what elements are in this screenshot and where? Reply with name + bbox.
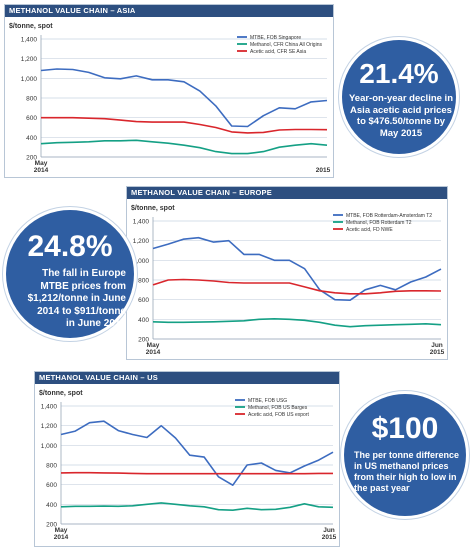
- legend-label: MTBE, FOB Rotterdam-Amsterdam T2: [346, 213, 432, 219]
- legend-label: Acetic acid, FD NWE: [346, 227, 393, 233]
- y-tick-label: 1,000: [133, 258, 150, 265]
- callout-text: The fall in Europe MTBE prices from $1,2…: [22, 268, 126, 331]
- callout-text-line: Year-on-year decline in: [348, 93, 453, 104]
- series-line: [41, 116, 328, 134]
- callout-text: Year-on-year decline in Asia acetic acid…: [348, 93, 454, 139]
- series-line: [152, 278, 442, 295]
- panel-title: METHANOL VALUE CHAIN – EUROPE: [127, 187, 447, 199]
- x-tick-label: Jun: [323, 527, 335, 534]
- legend-label: Methanol, FOB Rotterdam T2: [346, 220, 412, 226]
- x-tick-label: May: [147, 342, 160, 349]
- x-tick-label: 2014: [54, 534, 69, 541]
- callout-bubble-asia: 21.4% Year-on-year decline in Asia aceti…: [342, 40, 456, 154]
- legend-label: Methanol, FOB US Barges: [248, 405, 308, 411]
- y-tick-label: 1,000: [41, 443, 58, 450]
- unit-label: $/tonne, spot: [9, 23, 53, 30]
- y-tick-label: 1,200: [133, 238, 150, 245]
- x-tick-label: Jun: [431, 342, 443, 349]
- series-line: [60, 471, 333, 475]
- y-tick-label: 600: [26, 115, 37, 122]
- unit-label: $/tonne, spot: [39, 390, 83, 397]
- y-tick-label: 1,400: [133, 219, 150, 226]
- panel-title: METHANOL VALUE CHAIN – US: [35, 372, 339, 384]
- callout-bubble-europe: 24.8% The fall in Europe MTBE prices fro…: [6, 210, 134, 338]
- callout-text-line: in June 2015: [65, 318, 126, 329]
- x-tick-label: 2015: [316, 167, 331, 174]
- chart-panel-asia: METHANOL VALUE CHAIN – ASIA $/tonne, spo…: [4, 4, 334, 178]
- y-tick-label: 800: [46, 463, 57, 470]
- series-line: [152, 236, 442, 301]
- callout-text-line: MTBE prices from: [40, 280, 126, 292]
- series-line: [40, 68, 328, 128]
- callout-text-line: The fall in Europe: [42, 268, 126, 279]
- x-tick-label: 2015: [430, 349, 445, 356]
- callout-text: The per tonne difference in US methanol …: [354, 450, 462, 494]
- x-tick-label: May: [55, 527, 68, 534]
- x-tick-label: May: [35, 160, 48, 167]
- y-tick-label: 200: [46, 522, 57, 529]
- unit-label: $/tonne, spot: [131, 205, 175, 212]
- y-tick-label: 400: [26, 135, 37, 142]
- series-line: [60, 420, 334, 486]
- legend-label: Acetic acid, CFR SE Asia: [250, 49, 306, 55]
- callout-text-line: from their high to low in: [354, 472, 457, 482]
- line-chart-asia: $/tonne, spot 200 400 600 800 1,000 1,200 1,400…: [9, 23, 331, 174]
- y-tick-label: 1,400: [21, 37, 38, 44]
- y-tick-label: 1,400: [41, 404, 58, 411]
- x-tick-label: 2014: [34, 167, 49, 174]
- callout-text-line: $1,212/tonne in June: [27, 293, 126, 304]
- callout-headline: $100: [371, 412, 439, 445]
- callout-text-line: in US methanol prices: [354, 461, 449, 471]
- y-tick-label: 1,000: [21, 76, 38, 83]
- callout-text-line: to $476.50/tonne by: [356, 116, 446, 127]
- legend-label: Acetic acid, FOB US export: [248, 412, 309, 418]
- legend-label: MTBE, FOB USG: [248, 398, 287, 404]
- y-tick-label: 400: [46, 502, 57, 509]
- y-tick-label: 1,200: [41, 423, 58, 430]
- callout-headline: 24.8%: [27, 230, 113, 263]
- callout-text-line: May 2015: [379, 127, 423, 139]
- y-tick-label: 400: [138, 317, 149, 324]
- x-tick-label: 2015: [322, 534, 337, 541]
- series-line: [60, 502, 334, 511]
- chart-panel-us: METHANOL VALUE CHAIN – US $/tonne, spot 2…: [34, 371, 340, 547]
- callout-text-line: 2014 to $911/tonne: [37, 305, 126, 317]
- callout-bubble-us: $100 The per tonne difference in US meth…: [344, 394, 466, 516]
- y-tick-label: 800: [26, 96, 37, 103]
- y-tick-label: 1,200: [21, 56, 38, 63]
- panel-title: METHANOL VALUE CHAIN – ASIA: [5, 5, 333, 17]
- y-tick-label: 600: [46, 482, 57, 489]
- series-line: [40, 139, 328, 155]
- y-tick-label: 600: [138, 297, 149, 304]
- legend-label: MTBE, FOB Singapore: [250, 35, 301, 41]
- x-tick-label: 2014: [146, 349, 161, 356]
- callout-text-line: the past year: [354, 483, 410, 493]
- callout-text-line: The per tonne difference: [354, 450, 460, 460]
- callout-text-line: Asia acetic acid prices: [350, 104, 452, 116]
- series-line: [152, 318, 442, 328]
- chart-panel-europe: METHANOL VALUE CHAIN – EUROPE $/tonne, s…: [126, 186, 448, 360]
- y-tick-label: 200: [26, 155, 37, 162]
- line-chart-us: $/tonne, spot 200 400 600 800 1,000 1,200 1,400…: [39, 390, 337, 541]
- callout-headline: 21.4%: [359, 58, 439, 89]
- line-chart-europe: $/tonne, spot 200 400 600 800 1,000 1,200 1,400…: [131, 205, 445, 356]
- legend-label: Methanol, CFR China All Origins: [250, 42, 322, 48]
- y-tick-label: 200: [138, 337, 149, 344]
- y-tick-label: 800: [138, 278, 149, 285]
